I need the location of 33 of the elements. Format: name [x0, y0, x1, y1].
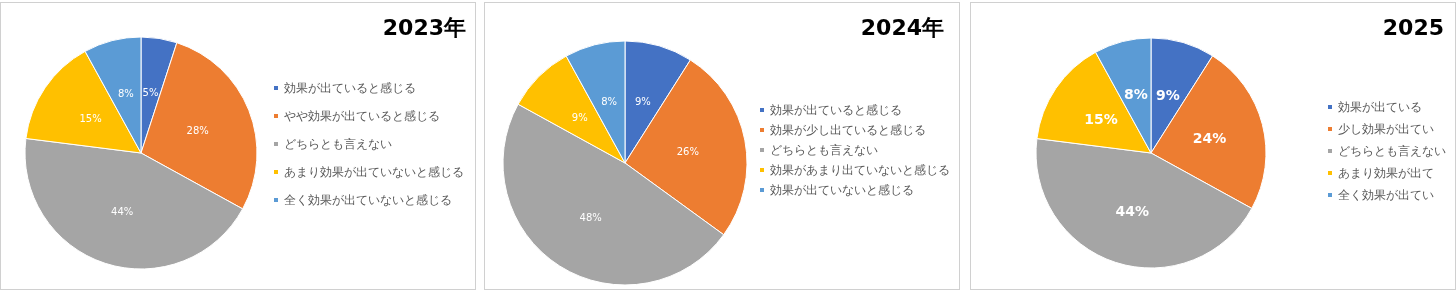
legend-label: 効果が出ていないと感じる	[770, 183, 914, 197]
data-label: 8%	[601, 95, 618, 107]
data-label: 9%	[571, 112, 588, 124]
legend-label: あまり効果が出ていないと感じる	[284, 165, 464, 179]
data-label: 48%	[579, 211, 602, 223]
data-label: 8%	[1124, 86, 1148, 103]
legend-label: どちらとも言えない	[1338, 144, 1446, 158]
data-label: 24%	[1192, 129, 1227, 146]
legend-label: どちらとも言えない	[770, 143, 878, 157]
data-label: 44%	[111, 205, 134, 217]
legend-label: 効果が出ている	[1338, 100, 1422, 114]
legend-label: 全く効果が出てい	[1338, 188, 1434, 202]
legend-label: どちらとも言えない	[284, 137, 392, 151]
legend-label: 効果があまり出ていないと感じる	[770, 163, 950, 177]
legend-label: 効果が出ていると感じる	[770, 103, 902, 117]
chart-title: 2025	[1382, 14, 1444, 40]
legend-label: 効果が出ていると感じる	[284, 81, 416, 95]
data-label: 15%	[79, 113, 102, 125]
legend-label: やや効果が出ていると感じる	[284, 109, 440, 123]
legend-label: 全く効果が出ていないと感じる	[284, 193, 452, 207]
data-label: 9%	[634, 96, 651, 108]
chart-title: 2024年	[860, 14, 944, 40]
legend-label: あまり効果が出て	[1338, 166, 1434, 180]
data-label: 44%	[1115, 202, 1150, 219]
data-label: 8%	[117, 88, 134, 100]
legend-label: 少し効果が出てい	[1338, 122, 1434, 136]
data-label: 15%	[1084, 110, 1118, 127]
data-label: 9%	[1155, 86, 1180, 103]
data-label: 26%	[676, 145, 699, 157]
legend-label: 効果が少し出ていると感じる	[770, 123, 926, 137]
data-label: 28%	[186, 125, 209, 137]
data-label: 5%	[142, 87, 159, 99]
chart-title: 2023年	[382, 14, 466, 40]
